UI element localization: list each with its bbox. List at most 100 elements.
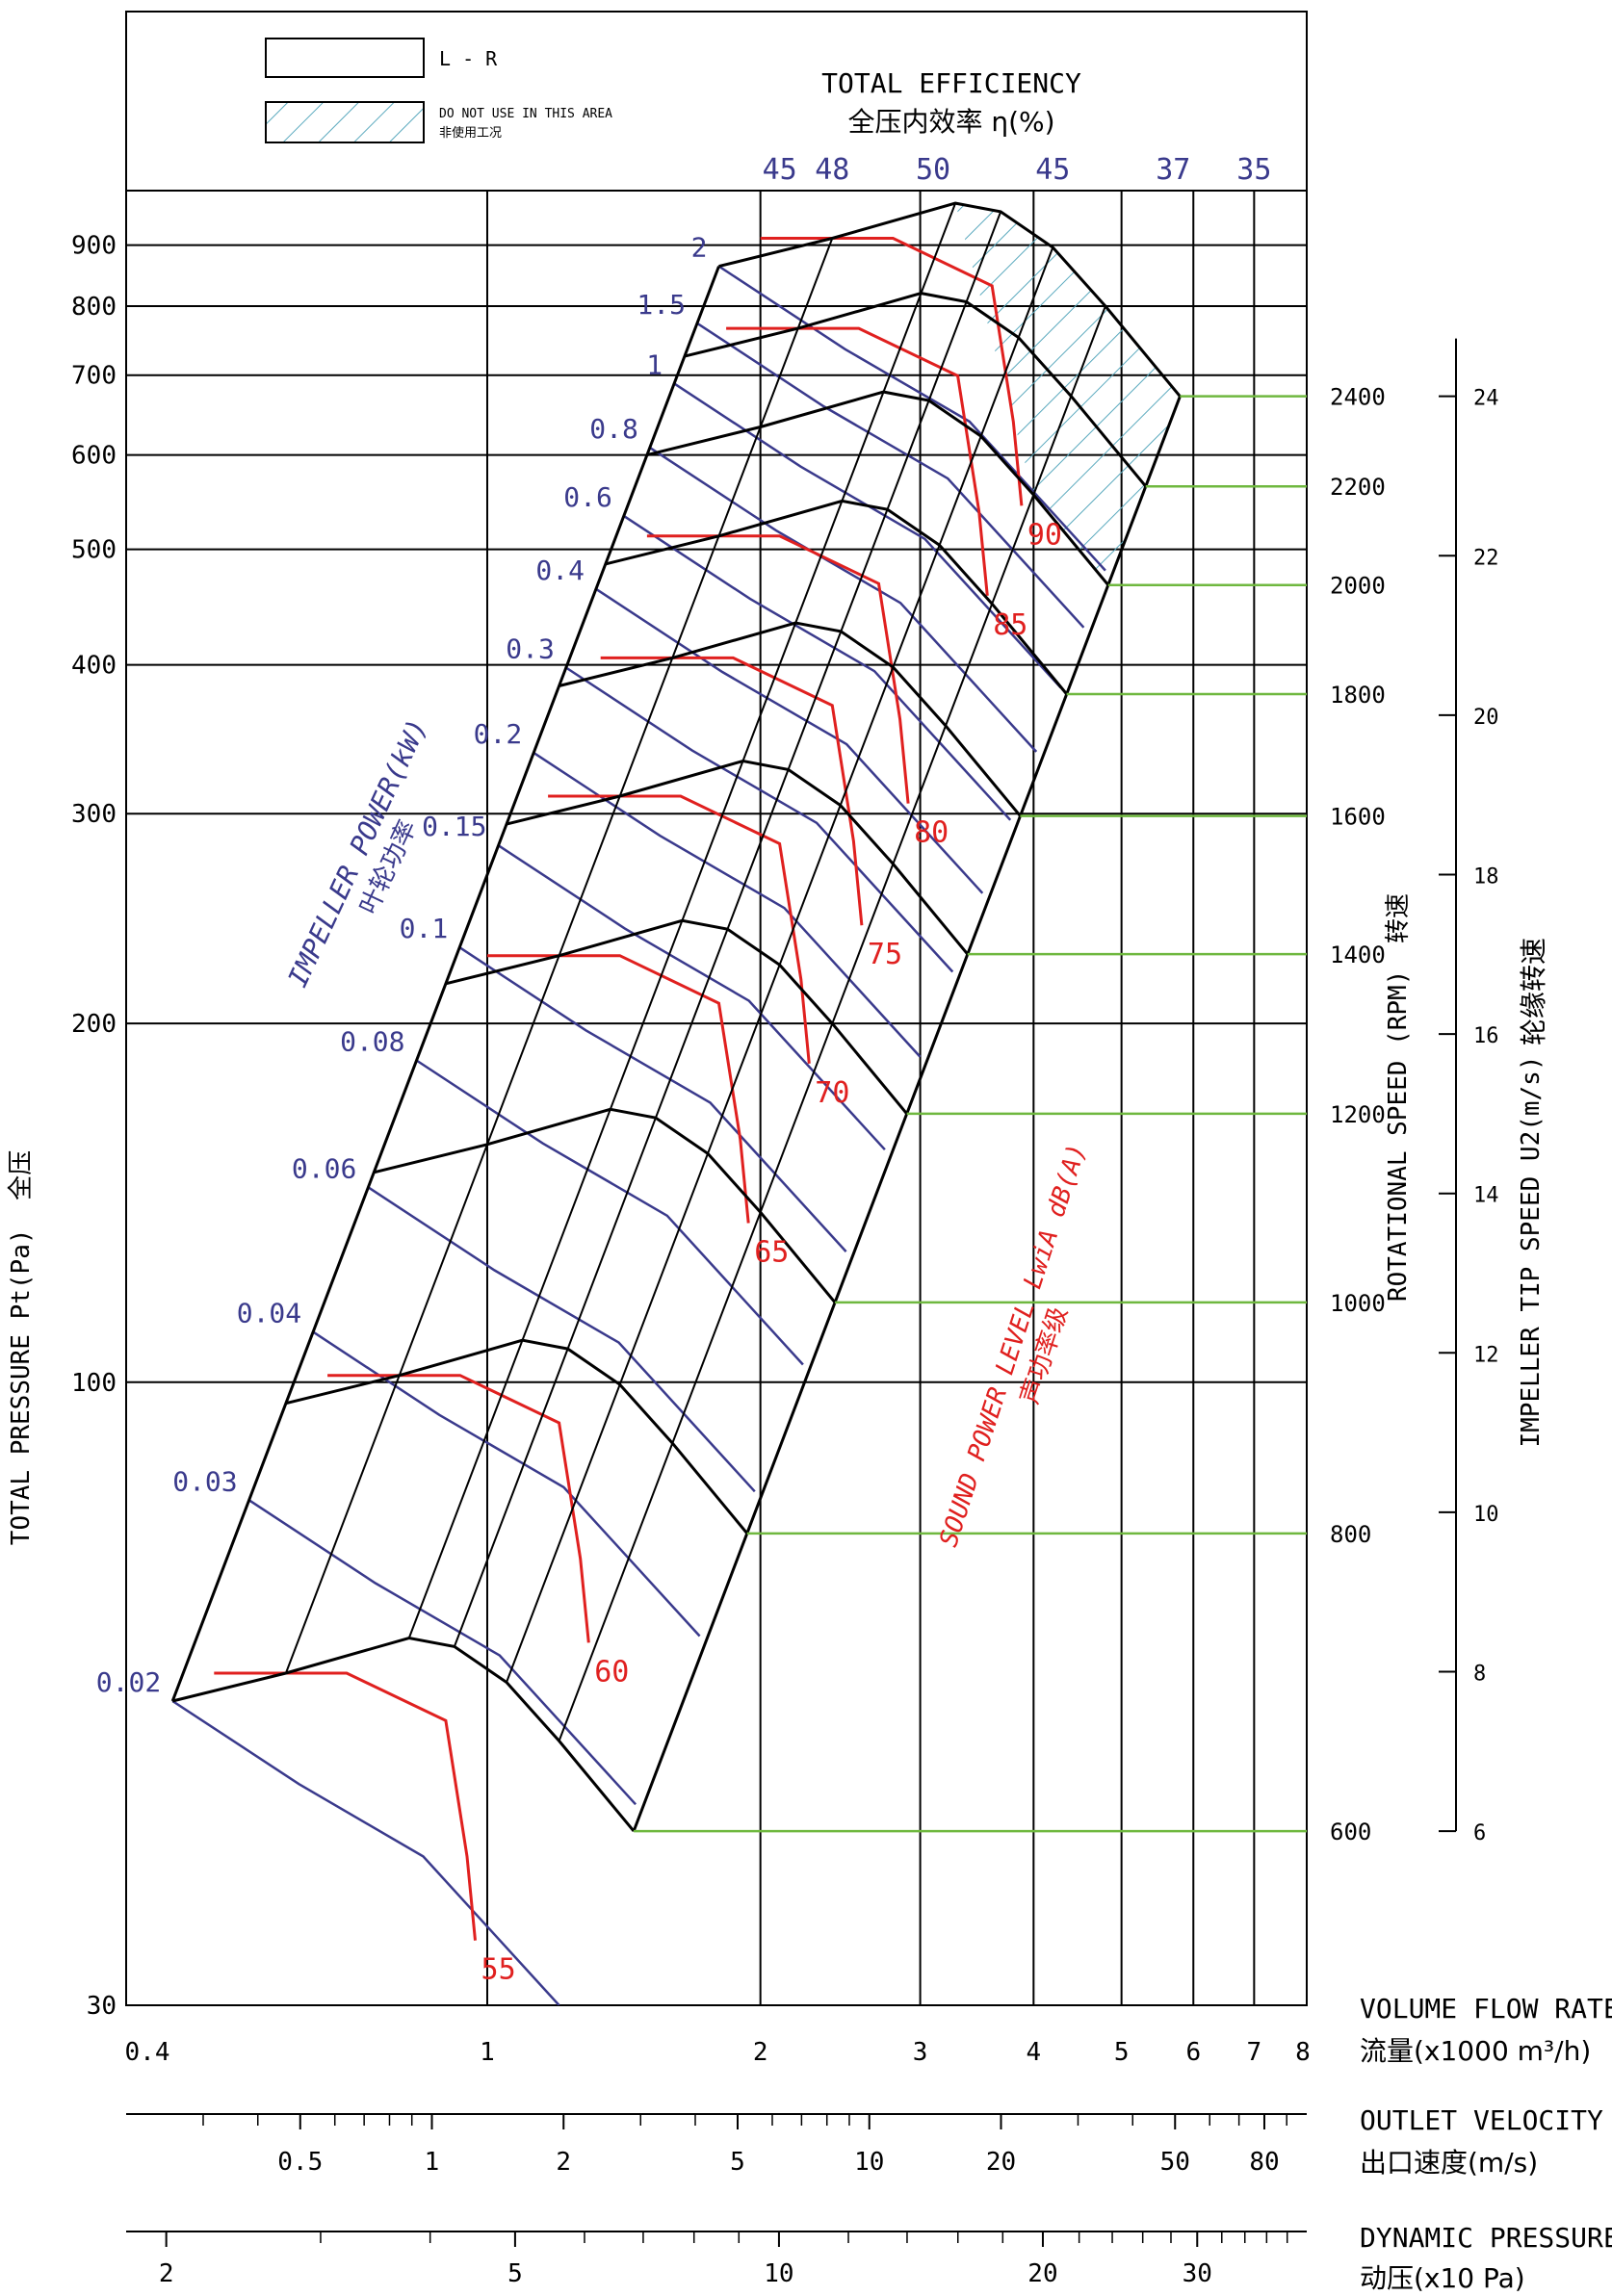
velocity-tick-label: 10 [854, 2148, 884, 2177]
envelope-right [632, 396, 1182, 1832]
x-tick-label: 3 [913, 2038, 928, 2067]
x-tick-label: 7 [1247, 2038, 1262, 2067]
impeller-power-title: IMPELLER POWER(kW) 叶轮功率 [281, 714, 433, 993]
velocity-tick-label: 80 [1249, 2148, 1279, 2177]
legend-lr-box [265, 38, 425, 78]
sound-curve [327, 1374, 590, 1643]
power-curve [565, 666, 954, 973]
efficiency-label: 45 [763, 153, 797, 187]
y-tick-label: 900 [71, 232, 117, 261]
tip-tick-label: 22 [1473, 546, 1499, 570]
y-tick-label: 600 [71, 442, 117, 471]
tip-tick-label: 6 [1473, 1821, 1486, 1845]
envelope-left [170, 266, 720, 1702]
outlet-velocity-label-cn: 出口速度(m/s) [1360, 2147, 1538, 2179]
plot-border [125, 11, 1308, 2006]
dynamic-tick-label: 5 [507, 2259, 523, 2288]
system-line [284, 238, 834, 1674]
rpm-label: 2200 [1330, 474, 1386, 501]
sound-curve [726, 326, 989, 596]
y-tick-label: 400 [71, 652, 117, 681]
power-label: 0.4 [535, 555, 585, 586]
sound-power-title-en: SOUND POWER LEVEL LwiA dB(A) [934, 1140, 1092, 1550]
y-tick-label: 30 [87, 1992, 117, 2021]
power-label: 1 [646, 348, 663, 380]
power-curve [717, 265, 1106, 572]
legend-hatch-box [265, 101, 425, 143]
x-axis-ticks: 0.4 1 2 3 4 5 6 7 8 [125, 2038, 1311, 2067]
y-tick-label: 800 [71, 293, 117, 322]
sound-power-labels: 55 60 65 70 75 80 85 90 [481, 518, 1062, 1986]
power-curve [673, 382, 1062, 689]
x-tick-label: 8 [1295, 2038, 1311, 2067]
power-curve [649, 446, 1038, 753]
efficiency-title: TOTAL EFFICIENCY [821, 67, 1081, 99]
sound-label: 65 [754, 1235, 789, 1269]
power-label: 0.3 [506, 632, 555, 664]
sound-label: 55 [481, 1953, 516, 1987]
tip-tick-label: 10 [1473, 1503, 1499, 1527]
outlet-velocity-axis: 0.5 1 2 5 10 20 50 80 [126, 2113, 1307, 2177]
y-axis-ticks: 30 100 200 300 400 500 600 700 800 900 [71, 232, 117, 2021]
power-curve [367, 1186, 756, 1493]
tip-tick-label: 14 [1473, 1184, 1499, 1208]
power-label: 2 [691, 232, 708, 264]
velocity-tick-label: 20 [986, 2148, 1016, 2177]
speed-curve-800 [285, 1338, 748, 1535]
efficiency-title-cn: 全压内效率 η(%) [847, 106, 1054, 138]
sound-curve [600, 656, 864, 926]
legend-lr-label: L - R [439, 47, 498, 70]
x-tick-label: 6 [1185, 2038, 1201, 2067]
x-tick-label: 4 [1027, 2038, 1042, 2067]
tip-tick-label: 16 [1473, 1024, 1499, 1048]
dynamic-pressure-label-cn: 动压(x10 Pa) [1360, 2262, 1525, 2294]
rpm-label: 1400 [1330, 942, 1386, 968]
dynamic-pressure-axis: 2 5 10 20 30 [126, 2231, 1307, 2288]
efficiency-labels: 45 48 50 45 37 35 [763, 153, 1272, 187]
chart-envelope [170, 202, 1182, 1832]
rpm-label: 2000 [1330, 573, 1386, 600]
power-label: 0.03 [172, 1465, 237, 1497]
sound-curve [646, 534, 910, 804]
power-curve [497, 844, 886, 1151]
rpm-label: 2400 [1330, 384, 1386, 411]
dynamic-tick-label: 10 [764, 2259, 793, 2288]
sound-curve [548, 794, 811, 1064]
rpm-label: 1200 [1330, 1101, 1386, 1128]
sound-label: 85 [993, 608, 1027, 642]
rpm-leader-lines: 600 800 1000 1200 1400 1600 1800 2000 2200 2400 [634, 384, 1386, 1845]
tip-tick-label: 18 [1473, 864, 1499, 889]
rpm-axis-label: ROTATIONAL SPEED (RPM) 转速 [1384, 893, 1413, 1302]
plot-grid [126, 191, 1307, 2005]
impeller-power-curves [171, 265, 1106, 2005]
power-curve [415, 1059, 804, 1366]
tip-tick-label: 24 [1473, 387, 1499, 411]
power-label: 0.15 [422, 811, 486, 842]
power-label: 0.1 [400, 913, 449, 944]
velocity-tick-label: 5 [730, 2148, 745, 2177]
system-line [407, 202, 957, 1638]
y-tick-label: 200 [71, 1010, 117, 1039]
system-line [558, 305, 1106, 1741]
tip-tick-label: 12 [1473, 1343, 1499, 1367]
efficiency-label: 37 [1156, 153, 1190, 187]
sound-label: 75 [868, 938, 902, 971]
power-curve [458, 946, 847, 1252]
efficiency-label: 35 [1236, 153, 1271, 187]
rpm-label: 1000 [1330, 1290, 1386, 1317]
power-curve [623, 514, 1012, 821]
speed-curve-600 [171, 1636, 636, 1833]
legend-hatch-label-cn: 非使用工况 [439, 125, 502, 141]
tip-speed-axis: 6 8 10 12 14 16 18 20 22 24 [1439, 338, 1499, 1845]
sound-curve [760, 237, 1024, 506]
power-curve [248, 1499, 637, 1806]
outlet-velocity-label: OUTLET VELOCITY [1360, 2104, 1603, 2136]
y-tick-label: 100 [71, 1369, 117, 1398]
sound-label: 70 [815, 1076, 849, 1110]
tip-tick-label: 20 [1473, 706, 1499, 730]
y-tick-label: 700 [71, 362, 117, 391]
y-axis-label: TOTAL PRESSURE Pt(Pa) 全压 [7, 1150, 36, 1545]
sound-label: 60 [594, 1655, 629, 1689]
tip-speed-label-cn: 轮缘转速 [1518, 938, 1549, 1045]
